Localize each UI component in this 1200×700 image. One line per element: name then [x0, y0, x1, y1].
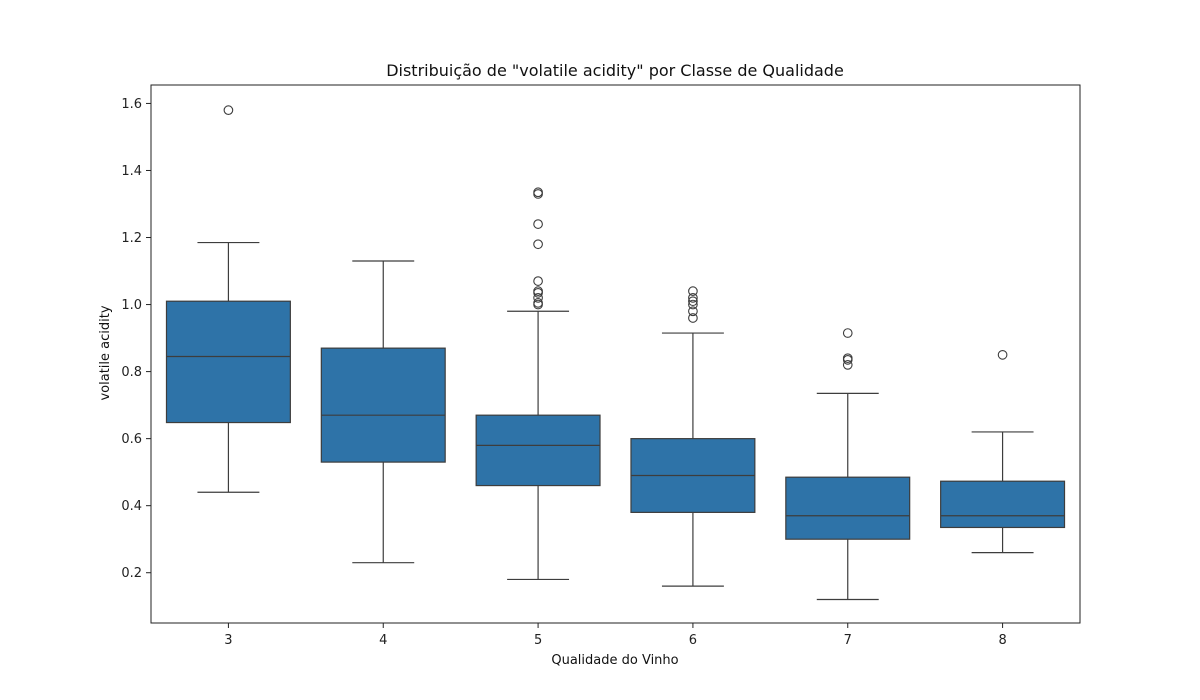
outlier-point — [688, 299, 698, 310]
outlier-point — [842, 360, 853, 370]
x-tick-label: 6 — [689, 633, 697, 648]
outlier-point — [688, 313, 698, 323]
outlier-point — [997, 349, 1008, 360]
y-tick-label: 0.8 — [121, 365, 142, 380]
x-axis-label: Qualidade do Vinho — [551, 653, 678, 668]
x-tick-label: 4 — [379, 633, 387, 648]
plot-frame — [150, 84, 1081, 624]
outlier-point — [223, 105, 234, 115]
outlier-point — [533, 276, 543, 286]
box-5 — [475, 414, 601, 487]
y-tick-label: 1.2 — [121, 231, 142, 246]
box-4 — [320, 347, 446, 463]
y-tick-label: 0.4 — [121, 499, 142, 514]
outlier-point — [688, 306, 698, 317]
outlier-point — [842, 353, 853, 364]
box-3 — [165, 300, 291, 424]
chart-title: Distribuição de "volatile acidity" por C… — [386, 61, 844, 80]
outlier-point — [842, 328, 853, 338]
plot-area: 0.2 0.4 0.6 0.8 1.0 1.2 1.4 1.6 3 4 5 6 7 8 — [121, 84, 1081, 648]
box-8 — [940, 480, 1066, 529]
x-tick-label: 3 — [224, 633, 232, 648]
outlier-point — [533, 219, 543, 229]
box-7 — [785, 476, 911, 540]
x-tick-label: 5 — [534, 633, 542, 648]
y-tick-label: 0.6 — [121, 432, 142, 447]
y-tick-label: 1.6 — [121, 97, 142, 112]
x-tick-label: 7 — [844, 633, 852, 648]
y-tick-label: 1.0 — [121, 298, 142, 313]
outlier-point — [533, 293, 543, 303]
outlier-point — [688, 286, 698, 296]
y-tick-label: 0.2 — [121, 566, 142, 581]
outlier-point — [533, 298, 543, 308]
outlier-point — [533, 286, 543, 296]
outlier-point — [688, 293, 698, 303]
y-axis-label: volatile acidity — [98, 305, 113, 400]
outlier-point — [533, 187, 543, 198]
outlier-point — [688, 296, 698, 307]
y-tick-label: 1.4 — [121, 164, 142, 179]
x-tick-label: 8 — [998, 633, 1006, 648]
outlier-point — [533, 239, 543, 250]
